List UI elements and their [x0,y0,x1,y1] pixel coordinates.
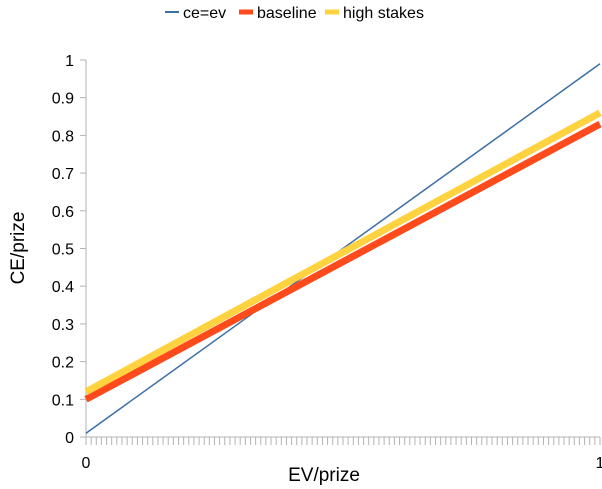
y-tick-label: 0.9 [52,91,74,108]
series-lines [84,63,602,434]
legend-label: ce=ev [183,5,226,22]
y-tick-label: 0.5 [52,242,74,259]
y-axis-title: CE/prize [8,212,29,285]
series-line-baseline [84,121,602,403]
series-line-high-stakes [84,109,602,395]
y-tick-label: 0.4 [52,279,74,296]
y-tick-label: 0.7 [52,166,74,183]
y-ticks: 0 0.1 0.2 0.3 0.4 0.5 0.6 0.7 0.8 0.9 1 [52,53,86,447]
x-axis-title: EV/prize [288,465,360,486]
x-tick-label: 1 [596,455,602,472]
y-tick-label: 0.3 [52,317,74,334]
legend: ce=ev baseline high stakes [165,5,424,22]
legend-label: baseline [257,5,317,22]
y-tick-label: 0.8 [52,128,74,145]
x-minor-ticks [85,437,601,445]
y-tick-label: 1 [65,53,74,70]
legend-label: high stakes [343,5,424,22]
y-tick-label: 0.2 [52,355,74,372]
y-tick-label: 0.1 [52,392,74,409]
y-tick-label: 0 [65,430,74,447]
x-tick-label: 0 [82,455,91,472]
y-tick-label: 0.6 [52,204,74,221]
